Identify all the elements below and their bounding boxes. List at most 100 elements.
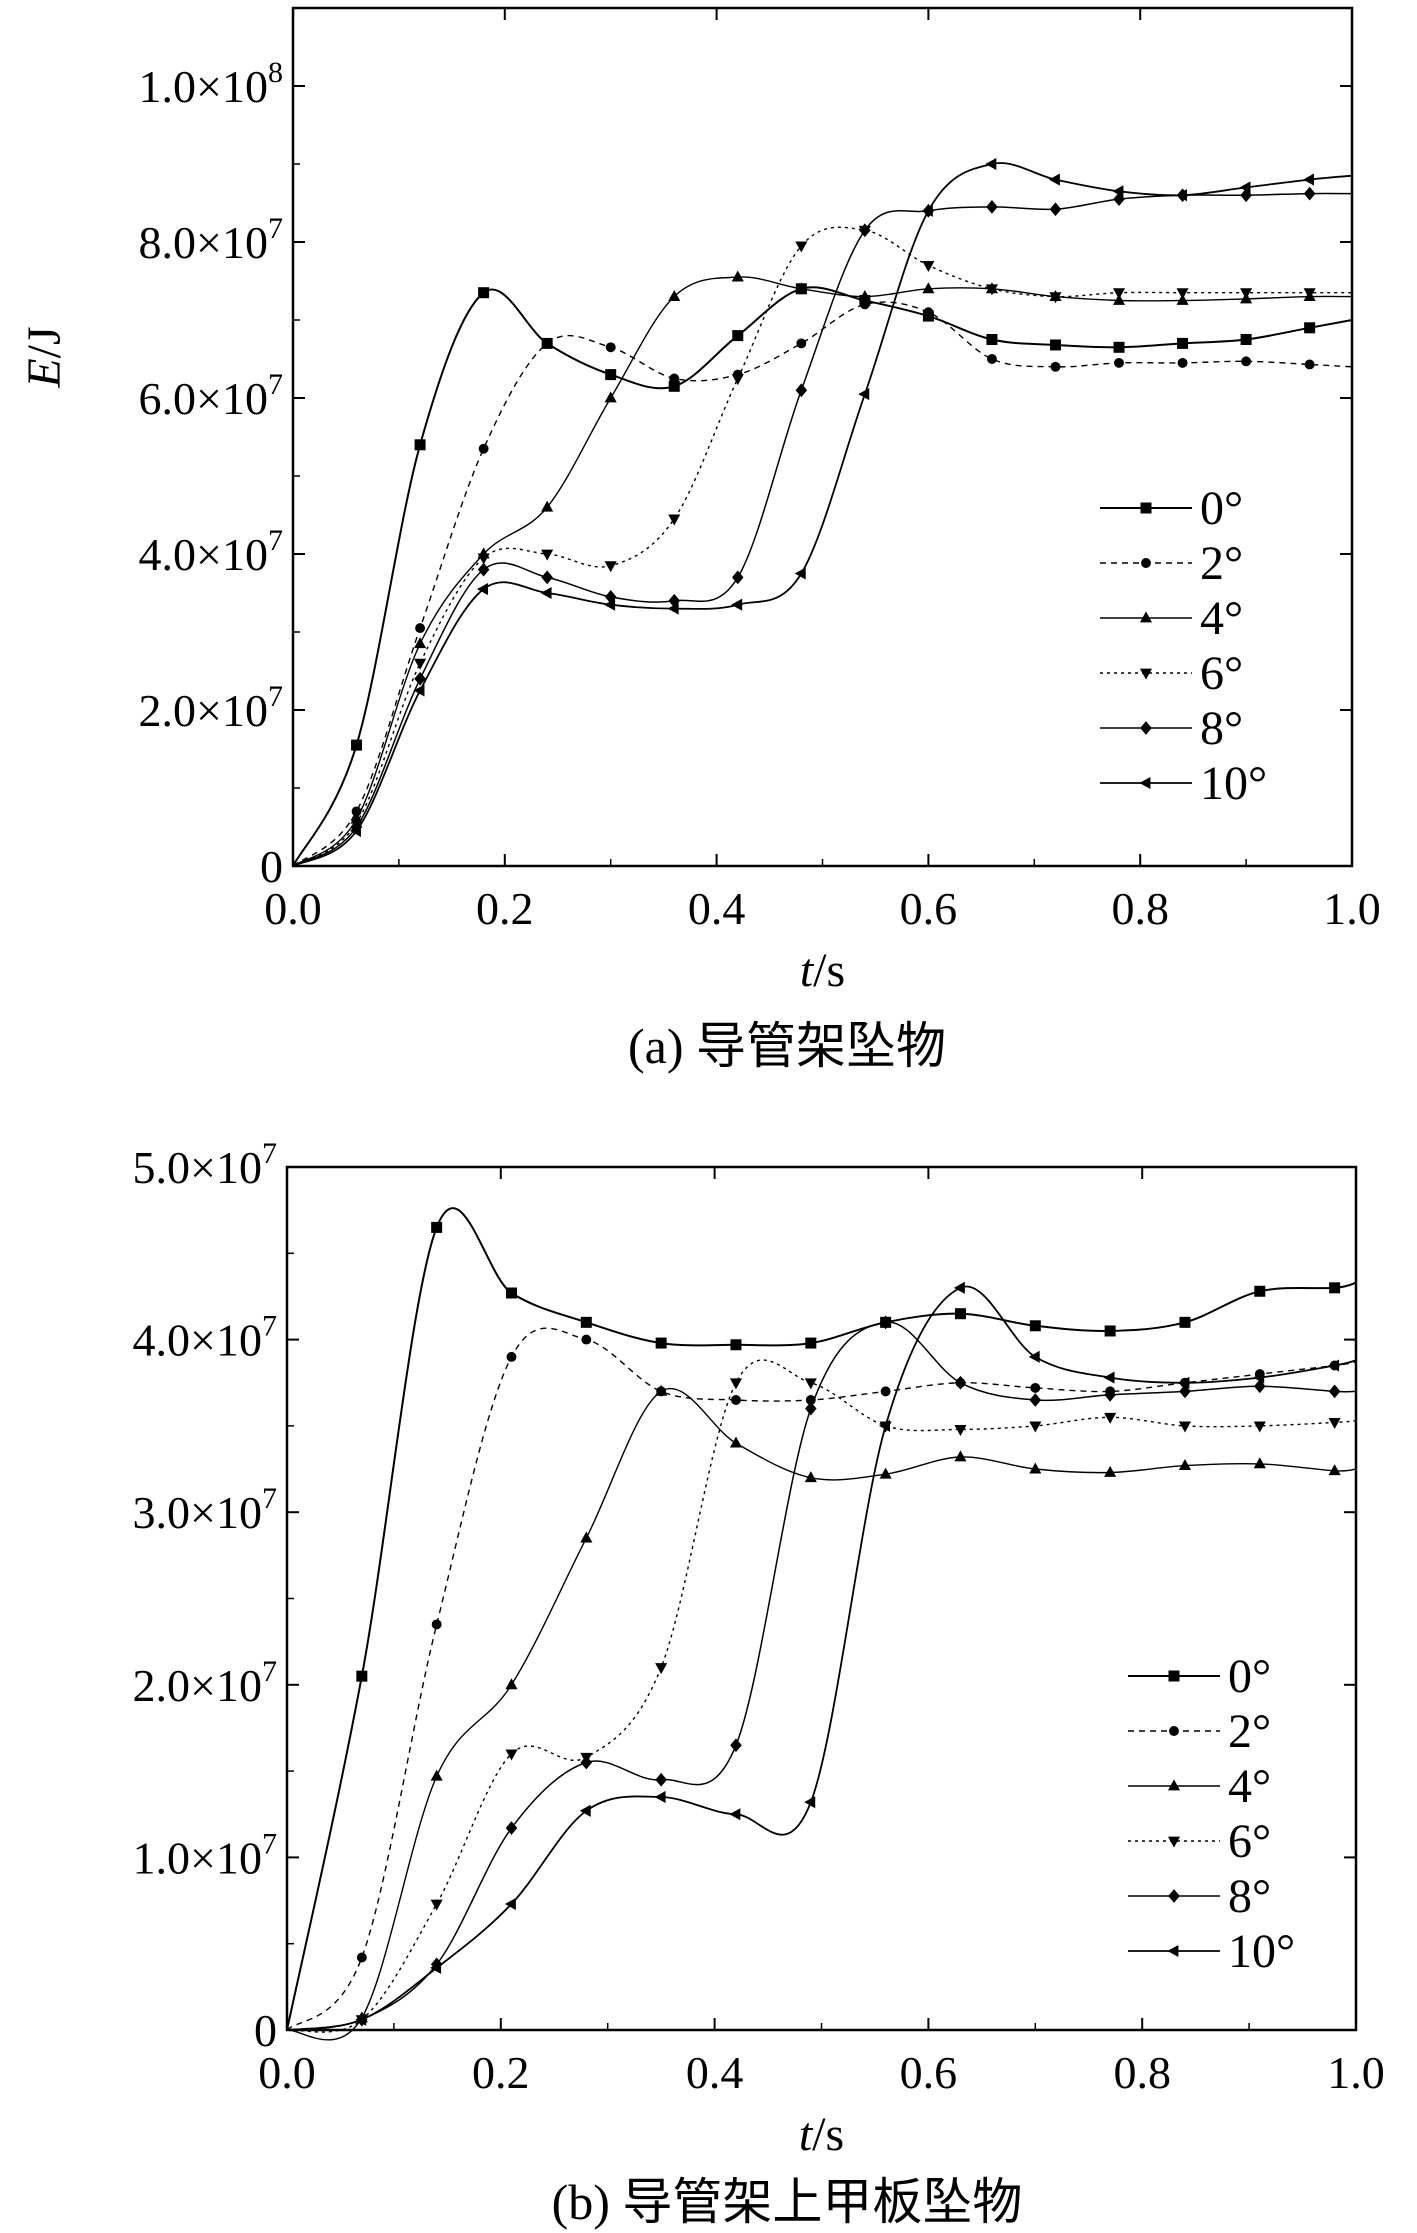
data-point	[1253, 1457, 1266, 1469]
x-tick-label: 0.2	[472, 2047, 530, 2098]
data-point	[729, 1378, 743, 1390]
data-point	[730, 1339, 742, 1351]
series-line	[292, 162, 1353, 867]
x-tick-label: 0.2	[476, 883, 534, 934]
data-point	[880, 1386, 891, 1397]
data-point	[478, 287, 490, 299]
legend-marker	[1168, 1889, 1180, 1903]
legend-label: 8°	[1228, 1870, 1271, 1923]
data-point	[356, 1952, 367, 1963]
data-point	[986, 354, 997, 364]
data-point	[581, 1334, 592, 1345]
legend-label: 2°	[1200, 537, 1243, 590]
legend-marker	[1140, 502, 1152, 514]
data-point	[505, 1287, 517, 1299]
data-point	[655, 1663, 668, 1675]
legend-label: 0°	[1228, 1650, 1271, 1703]
data-point	[1112, 293, 1126, 305]
legend-entry: 10°	[1100, 757, 1267, 810]
legend-entry: 2°	[1100, 537, 1243, 590]
data-point	[1104, 1465, 1117, 1477]
figure-caption: (b) 导管架上甲板坠物	[552, 2174, 1023, 2230]
data-point	[504, 1897, 516, 1911]
data-point	[505, 1821, 518, 1835]
series-line	[286, 1327, 1357, 2031]
data-point	[355, 2013, 367, 2026]
data-point	[1103, 1371, 1115, 1384]
legend-entry: 0°	[1100, 482, 1243, 535]
data-point	[1029, 1320, 1041, 1332]
data-point	[1029, 1393, 1042, 1407]
data-point	[580, 1531, 593, 1543]
data-point	[1328, 1464, 1341, 1476]
data-point	[1177, 337, 1189, 349]
legend-entry: 6°	[1128, 1815, 1271, 1868]
series-line	[286, 1359, 1357, 2033]
data-point	[1240, 334, 1252, 345]
data-point	[731, 1395, 741, 1405]
data-point	[1104, 1412, 1117, 1424]
data-point	[1303, 186, 1316, 201]
y-tick-label: 0	[260, 841, 283, 892]
data-point	[414, 637, 427, 649]
data-point	[1177, 357, 1188, 368]
x-axis-title: t/s	[799, 2108, 844, 2161]
x-tick-label: 0.8	[1113, 2047, 1171, 2098]
data-point	[922, 261, 935, 272]
data-point	[414, 671, 426, 686]
series-5	[286, 1281, 1357, 2031]
data-point	[580, 1755, 593, 1770]
chart-panel-b: 0.0 0.2 0.4 0.6 0.8 1.0 0 1.0×107 2.0×107 3.0×107…	[133, 1137, 1385, 2230]
data-point	[667, 602, 679, 615]
legend-label: 0°	[1200, 482, 1243, 535]
data-point	[922, 282, 935, 294]
series-3	[286, 1359, 1357, 2033]
legend-marker	[1167, 1944, 1179, 1958]
data-point	[1112, 185, 1124, 198]
legend-label: 8°	[1200, 702, 1243, 755]
y-tick-label: 3.0×107	[133, 1482, 277, 1538]
data-point	[1176, 293, 1189, 305]
data-point	[541, 500, 554, 512]
y-tick-label: 2.0×107	[133, 1655, 277, 1711]
data-point	[1241, 356, 1252, 367]
data-point	[1175, 189, 1187, 202]
data-point	[669, 373, 680, 384]
data-point	[654, 1790, 666, 1804]
y-tick-label: 6.0×107	[139, 368, 283, 424]
data-point	[1176, 288, 1189, 300]
data-point	[431, 1221, 443, 1233]
legend-entry: 2°	[1128, 1705, 1271, 1758]
data-point	[879, 1419, 891, 1432]
data-point	[430, 1769, 443, 1781]
series-line	[292, 301, 1353, 867]
data-point	[1304, 322, 1316, 334]
data-point	[1113, 341, 1125, 353]
data-point	[1049, 339, 1061, 351]
x-tick-label: 0.6	[900, 883, 958, 934]
data-point	[1178, 1458, 1192, 1470]
y-tick-label: 1.0×107	[133, 1827, 277, 1883]
data-point	[604, 598, 616, 611]
data-point	[804, 1471, 817, 1483]
data-point	[1104, 1325, 1116, 1337]
legend-entry: 8°	[1100, 702, 1243, 755]
legend-entry: 4°	[1100, 592, 1243, 645]
data-point	[605, 342, 616, 353]
legend-marker	[1139, 776, 1151, 790]
data-point	[804, 1378, 817, 1390]
data-point	[540, 586, 552, 600]
series-0	[292, 283, 1353, 867]
plot-frame	[291, 6, 1354, 868]
y-tick-label: 4.0×107	[133, 1310, 277, 1366]
data-point	[477, 583, 489, 596]
series-2	[286, 1384, 1357, 2041]
data-point	[579, 1804, 591, 1817]
y-tick-label: 5.0×107	[133, 1137, 277, 1193]
legend-marker	[1139, 668, 1153, 680]
data-point	[1179, 1384, 1191, 1399]
data-point	[731, 374, 744, 386]
series-line	[292, 286, 1353, 867]
data-point	[953, 1281, 965, 1294]
plot-frame	[285, 1165, 1358, 2032]
